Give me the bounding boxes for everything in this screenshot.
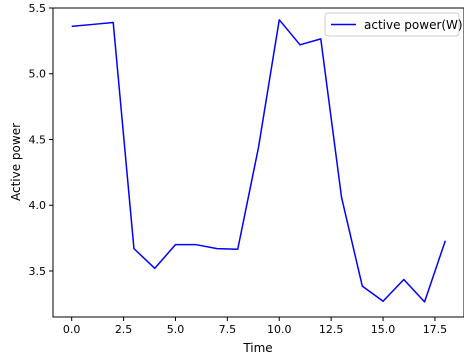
x-tick-label: 2.5: [115, 323, 133, 336]
x-tick-label: 15.0: [371, 323, 396, 336]
tick-layer: 0.0 2.5 5.0 7.5 10.0 12.5 15.0 17.5 3.5 4.0 4.5 5.0…: [29, 2, 448, 336]
y-tick-label: 4.5: [29, 133, 47, 146]
x-tick-label: 7.5: [219, 323, 237, 336]
series-layer: [71, 19, 447, 303]
legend-entry-label: active power(W): [364, 18, 463, 32]
x-tick-label: 5.0: [167, 323, 185, 336]
y-axis-label: Active power: [9, 123, 23, 201]
legend-box: [324, 12, 460, 37]
y-tick-label: 5.5: [29, 2, 47, 15]
x-tick-label: 12.5: [319, 323, 344, 336]
plot-frame: [52, 7, 464, 318]
x-axis-label: Time: [242, 341, 272, 355]
x-tick-label: 0.0: [63, 323, 81, 336]
y-tick-label: 3.5: [29, 265, 47, 278]
y-tick-label: 4.0: [29, 199, 47, 212]
x-tick-label: 17.5: [423, 323, 448, 336]
x-tick-label: 10.0: [267, 323, 292, 336]
series-line: [71, 19, 447, 303]
y-tick-label: 5.0: [29, 68, 47, 81]
legend: active power(W): [324, 12, 463, 37]
plot-area: [53, 8, 464, 317]
